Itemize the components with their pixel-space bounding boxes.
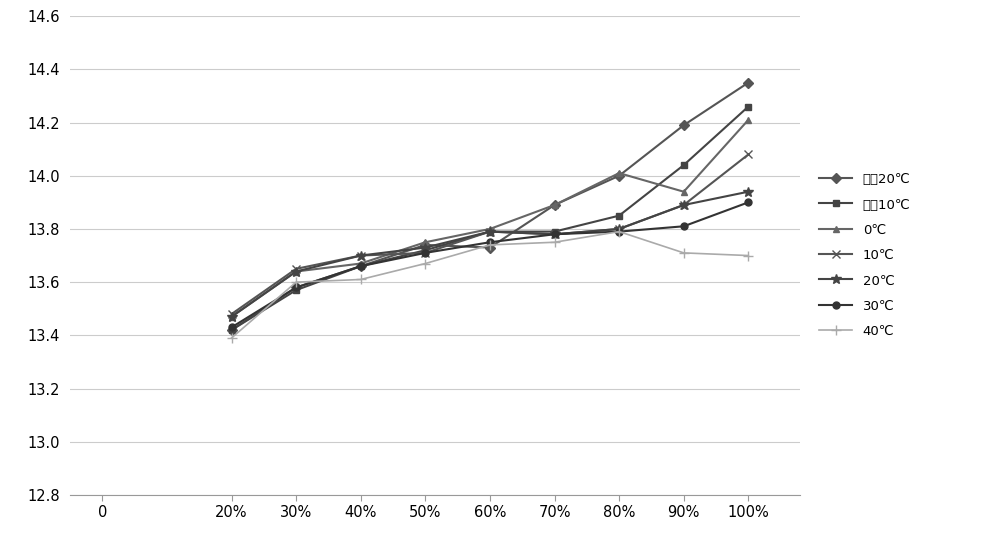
20℃: [742, 188, 754, 195]
0℃: [355, 260, 367, 267]
零下10℃: [678, 162, 690, 168]
零下10℃: [355, 263, 367, 270]
零下10℃: [613, 213, 625, 219]
40℃: [290, 279, 302, 285]
零下20℃: [484, 244, 496, 251]
30℃: [742, 199, 754, 206]
零下10℃: [290, 287, 302, 293]
零下10℃: [419, 247, 431, 253]
20℃: [549, 231, 561, 237]
零下20℃: [678, 122, 690, 129]
40℃: [742, 252, 754, 259]
10℃: [226, 311, 238, 317]
30℃: [226, 324, 238, 331]
10℃: [484, 229, 496, 235]
Line: 10℃: 10℃: [227, 150, 752, 318]
40℃: [549, 239, 561, 245]
20℃: [484, 229, 496, 235]
10℃: [290, 266, 302, 272]
20℃: [226, 314, 238, 320]
零下20℃: [549, 202, 561, 208]
零下10℃: [226, 327, 238, 333]
30℃: [549, 231, 561, 237]
零下20℃: [742, 80, 754, 86]
零下20℃: [419, 242, 431, 248]
Line: 零下20℃: 零下20℃: [228, 79, 752, 334]
40℃: [226, 335, 238, 341]
20℃: [290, 268, 302, 275]
10℃: [613, 226, 625, 232]
20℃: [419, 244, 431, 251]
30℃: [419, 250, 431, 256]
40℃: [355, 277, 367, 283]
零下10℃: [484, 229, 496, 235]
30℃: [484, 239, 496, 245]
Line: 40℃: 40℃: [227, 226, 753, 343]
0℃: [484, 226, 496, 232]
Line: 30℃: 30℃: [228, 199, 752, 331]
Line: 零下10℃: 零下10℃: [228, 103, 752, 334]
0℃: [742, 117, 754, 123]
0℃: [419, 239, 431, 245]
30℃: [678, 223, 690, 230]
10℃: [678, 202, 690, 208]
20℃: [355, 252, 367, 259]
Line: 0℃: 0℃: [228, 116, 752, 320]
0℃: [613, 170, 625, 176]
零下20℃: [226, 327, 238, 333]
10℃: [355, 252, 367, 259]
20℃: [678, 202, 690, 208]
零下20℃: [290, 284, 302, 291]
40℃: [484, 242, 496, 248]
30℃: [355, 263, 367, 270]
10℃: [742, 151, 754, 158]
0℃: [549, 202, 561, 208]
40℃: [419, 260, 431, 267]
零下10℃: [742, 103, 754, 110]
40℃: [613, 229, 625, 235]
30℃: [290, 284, 302, 291]
零下20℃: [613, 173, 625, 179]
30℃: [613, 229, 625, 235]
0℃: [678, 188, 690, 195]
10℃: [419, 250, 431, 256]
0℃: [226, 314, 238, 320]
Line: 20℃: 20℃: [227, 187, 753, 322]
零下20℃: [355, 263, 367, 270]
零下10℃: [549, 229, 561, 235]
0℃: [290, 268, 302, 275]
Legend: 零下20℃, 零下10℃, 0℃, 10℃, 20℃, 30℃, 40℃: 零下20℃, 零下10℃, 0℃, 10℃, 20℃, 30℃, 40℃: [814, 168, 916, 343]
40℃: [678, 250, 690, 256]
20℃: [613, 226, 625, 232]
10℃: [549, 231, 561, 237]
